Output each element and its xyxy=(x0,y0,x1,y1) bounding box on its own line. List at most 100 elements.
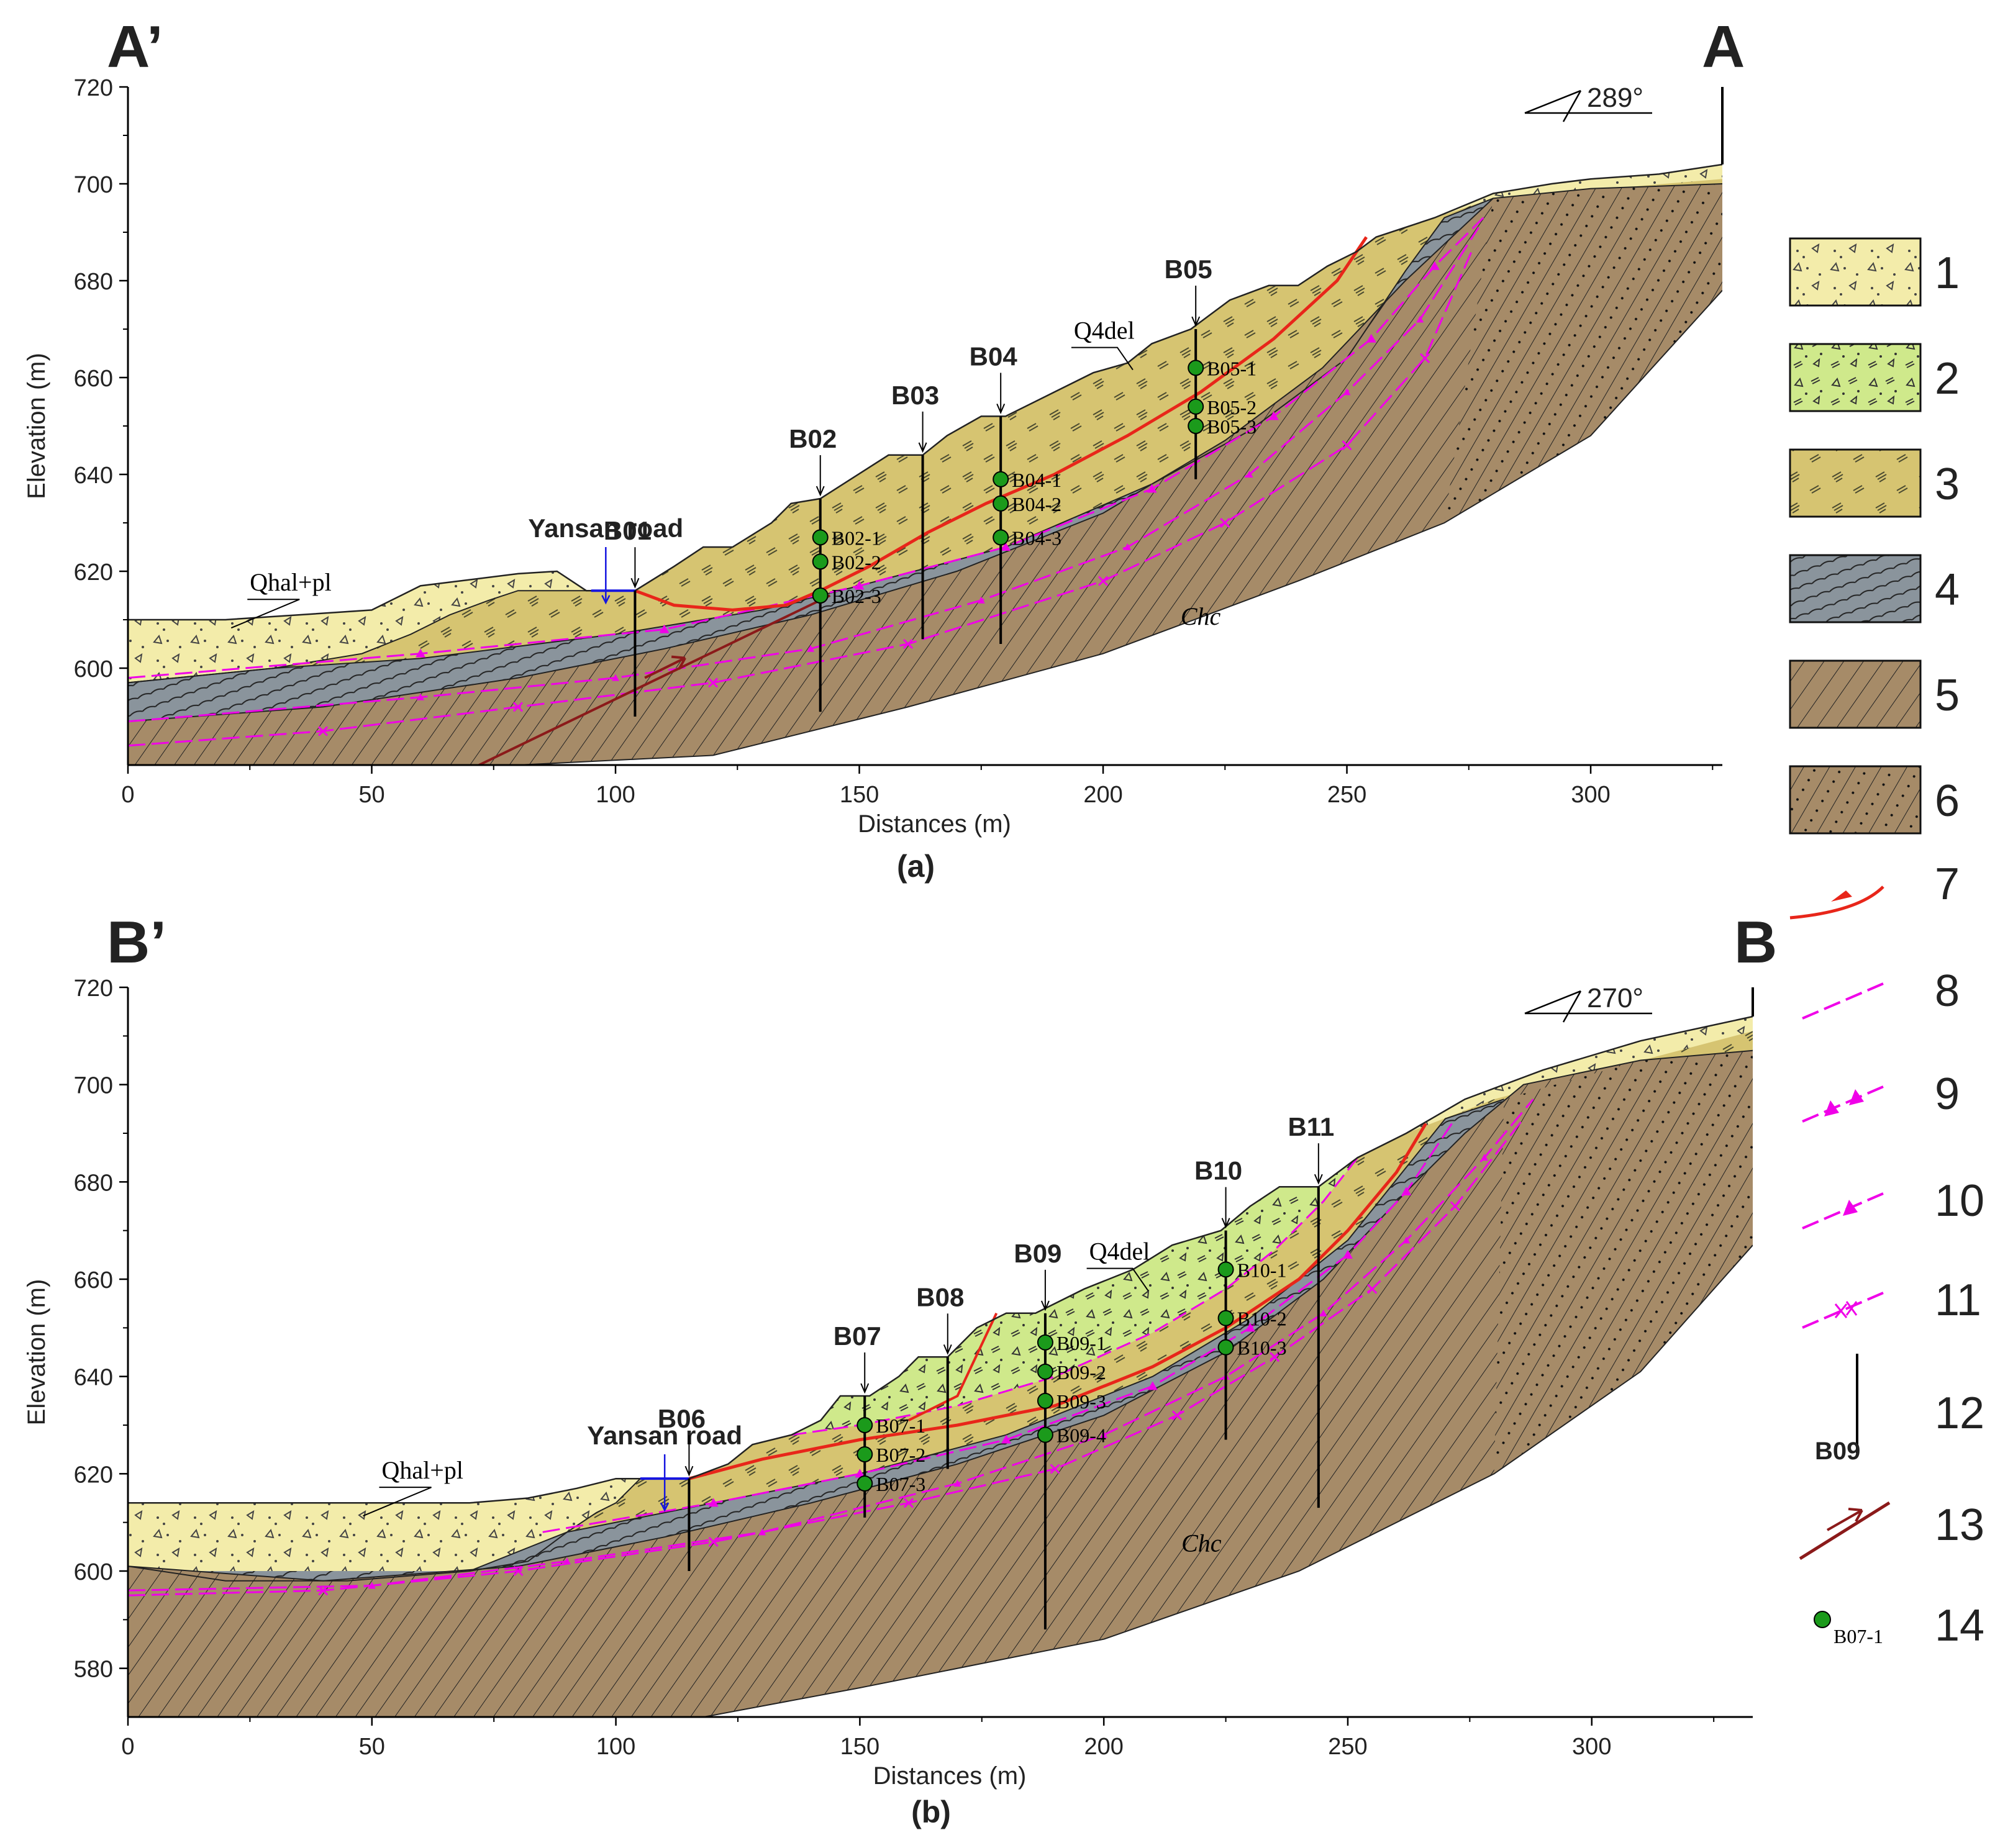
sample-label: B02-1 xyxy=(832,527,881,549)
pink-triangle-mark xyxy=(1268,411,1279,420)
legend-item-10: 10 xyxy=(1802,1176,1984,1230)
x-tick-label: 250 xyxy=(1328,1734,1367,1760)
borehole-arrowhead-icon xyxy=(1221,1218,1230,1229)
sample-label: B05-2 xyxy=(1207,396,1257,419)
pink-line-cross xyxy=(128,246,1475,747)
borehole-arrowhead-icon xyxy=(1191,316,1201,327)
x-axis-label: Distances (m) xyxy=(858,810,1011,838)
pink-dash-mark xyxy=(1416,315,1424,323)
y-tick-label: 620 xyxy=(74,559,113,586)
sample-point xyxy=(812,529,829,546)
green-layer-boundary xyxy=(791,1157,1358,1436)
legend-cross-icon xyxy=(1834,1301,1858,1318)
y-tick-label: 700 xyxy=(74,172,113,198)
borehole-arrowhead-icon xyxy=(630,578,640,589)
below-section-blank xyxy=(128,1245,1753,1717)
layer-6-pattern xyxy=(1494,1050,1753,1474)
pink-cross-mark xyxy=(1342,440,1352,451)
borehole-label: B07 xyxy=(834,1321,881,1351)
y-tick-label: 640 xyxy=(74,463,113,489)
x-tick-label: 0 xyxy=(121,782,134,808)
legend-sample-label: B07-1 xyxy=(1834,1625,1883,1647)
borehole-label: B02 xyxy=(789,424,837,453)
pink-dash-mark xyxy=(977,596,985,604)
inner-slip-surface-line xyxy=(908,1312,998,1421)
alluvium-leader-line xyxy=(230,599,300,629)
pink-dash-mark xyxy=(1319,1309,1327,1316)
sample-label: B09-2 xyxy=(1057,1361,1106,1384)
panel-caption: (b) xyxy=(911,1795,951,1829)
azimuth-icon xyxy=(1524,89,1652,122)
sample-label: B09-1 xyxy=(1057,1332,1106,1354)
x-tick-label: 0 xyxy=(121,1734,134,1760)
pink-triangle-mark xyxy=(1342,1249,1353,1259)
legend-triangle-icon xyxy=(1824,1089,1864,1116)
y-tick-label: 580 xyxy=(74,1657,113,1683)
legend-pink-line-icon xyxy=(1802,982,1884,1020)
layer-1-boundary xyxy=(128,1478,641,1582)
x-tick-label: 100 xyxy=(596,782,635,808)
pink-triangle-mark xyxy=(1147,484,1157,493)
legend-item-9: 9 xyxy=(1802,1069,1960,1123)
y-tick-label: 720 xyxy=(74,976,113,1002)
sample-point xyxy=(857,1446,873,1462)
legend-slip-icon xyxy=(1789,886,1884,920)
legend-number: 1 xyxy=(1935,248,1960,298)
layer-1-boundary xyxy=(128,590,586,684)
legend-number: 2 xyxy=(1935,354,1960,404)
borehole-label: B06 xyxy=(658,1404,706,1433)
pink-line-tri2 xyxy=(128,217,1484,679)
y-tick-label: 660 xyxy=(74,366,113,392)
sample-point xyxy=(1037,1334,1053,1351)
y-axis-label: Elevation (m) xyxy=(23,1279,50,1426)
pink-cross-mark xyxy=(708,1536,719,1547)
y-tick-label: 720 xyxy=(74,75,113,101)
pink-triangle-mark xyxy=(1401,1187,1412,1195)
legend-swatch-pattern xyxy=(1789,554,1922,623)
legend-number: 3 xyxy=(1935,460,1960,509)
sample-label: B05-1 xyxy=(1207,357,1257,379)
section-start-label: A’ xyxy=(107,14,163,80)
deposit-leader-line xyxy=(1086,1267,1149,1292)
pink-dash-mark xyxy=(1480,1154,1488,1161)
section-bottom-line xyxy=(128,289,1722,765)
legend-swatch-pattern xyxy=(1789,448,1922,518)
sample-label: B04-2 xyxy=(1012,493,1061,515)
pink-triangle-mark xyxy=(1147,1381,1158,1390)
sample-point xyxy=(1217,1261,1234,1278)
sample-point xyxy=(1217,1310,1234,1326)
sample-point xyxy=(993,495,1009,512)
sample-point xyxy=(1188,360,1204,376)
pink-triangle-mark xyxy=(1366,333,1376,343)
pink-triangle-mark xyxy=(1001,1434,1012,1444)
legend-number: 10 xyxy=(1935,1176,1984,1226)
borehole-arrowhead-icon xyxy=(1314,1174,1323,1185)
fault-line xyxy=(478,594,831,765)
layer-4-boundary xyxy=(469,1098,1504,1572)
y-tick-label: 600 xyxy=(74,656,113,682)
pink-dash-mark xyxy=(1343,388,1351,396)
pink-cross-mark xyxy=(1420,353,1430,363)
pink-cross-mark xyxy=(903,1498,914,1508)
borehole-label: B03 xyxy=(891,381,939,410)
pink-triangle-mark xyxy=(1429,261,1440,270)
layer-5-boundary xyxy=(128,1049,1753,1582)
sample-point xyxy=(1188,418,1204,434)
sample-label: B10-1 xyxy=(1237,1259,1287,1281)
y-tick-label: 700 xyxy=(74,1073,113,1099)
sample-point xyxy=(857,1475,873,1492)
legend-number: 11 xyxy=(1935,1275,1981,1325)
legend-borehole-label: B09 xyxy=(1815,1438,1860,1465)
formation-label: Chc xyxy=(1181,602,1221,630)
deposit-label: Q4del xyxy=(1074,317,1135,345)
pink-triangle-mark xyxy=(1245,1323,1255,1332)
layer-2-pattern xyxy=(791,1157,1358,1435)
legend-number: 5 xyxy=(1935,671,1960,720)
legend-item-1: 1 xyxy=(1789,237,1960,307)
azimuth-icon xyxy=(1524,990,1652,1023)
formation-label: Chc xyxy=(1181,1529,1222,1557)
road-label: Yansan road xyxy=(528,514,683,543)
